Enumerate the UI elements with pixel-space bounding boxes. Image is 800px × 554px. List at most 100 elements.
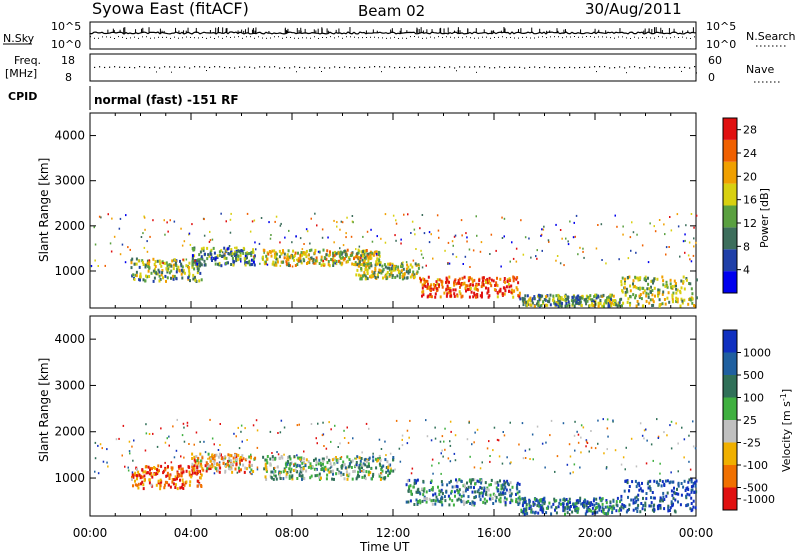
freq-dot — [329, 67, 331, 69]
freq-dot — [299, 66, 301, 69]
colorbar-segment — [723, 227, 737, 250]
y-tick-label: 1000 — [54, 471, 85, 485]
echo-cell — [365, 267, 367, 271]
echo-cell — [671, 285, 674, 288]
nsearch-dot — [406, 37, 407, 39]
echo-dot — [229, 218, 232, 221]
echo-cell — [134, 273, 137, 277]
echo-cell — [363, 271, 366, 275]
echo-cell — [422, 293, 425, 297]
echo-cell — [131, 473, 134, 477]
echo-cell — [634, 501, 637, 505]
nsearch-dot — [94, 37, 95, 39]
echo-cell — [560, 297, 563, 301]
echo-cell — [382, 464, 385, 468]
freq-dot — [179, 66, 181, 68]
echo-cell — [438, 283, 441, 287]
echo-dot — [211, 437, 214, 440]
echo-cell — [541, 294, 544, 298]
echo-dot — [351, 215, 354, 217]
echo-dot — [605, 467, 608, 470]
echo-cell — [511, 485, 514, 489]
echo-cell — [269, 457, 272, 461]
echo-cell — [611, 293, 613, 297]
echo-cell — [145, 274, 147, 278]
echo-dot — [280, 222, 282, 225]
echo-cell — [205, 461, 208, 465]
echo-cell — [677, 481, 680, 485]
nsky-tick-bottom: 10^0 — [51, 38, 81, 51]
echo-cell — [510, 284, 513, 288]
echo-dot — [162, 262, 164, 265]
echo-cell — [206, 465, 209, 469]
echo-cell — [181, 478, 184, 482]
echo-dot — [345, 236, 347, 239]
echo-cell — [423, 495, 426, 499]
echo-cell — [667, 506, 670, 510]
echo-cell — [574, 502, 577, 506]
echo-cell — [572, 502, 575, 506]
echo-cell — [651, 289, 654, 292]
colorbar-frame — [722, 117, 738, 294]
echo-cell — [561, 301, 563, 305]
echo-cell — [614, 299, 616, 302]
echo-dot — [449, 444, 452, 447]
echo-cell — [141, 259, 144, 263]
echo-cell — [545, 506, 548, 510]
echo-dot — [588, 450, 590, 453]
echo-dot — [574, 420, 576, 423]
echo-cell — [619, 500, 621, 504]
echo-dot — [221, 251, 224, 254]
echo-cell — [372, 253, 375, 257]
echo-cell — [606, 297, 608, 300]
echo-cell — [194, 262, 197, 266]
echo-dot — [565, 237, 567, 240]
echo-cell — [130, 477, 133, 481]
echo-cell — [524, 507, 527, 511]
echo-cell — [694, 506, 697, 510]
echo-dot — [235, 435, 237, 438]
echo-cell — [355, 477, 358, 481]
echo-dot — [380, 237, 382, 240]
echo-cell — [192, 468, 195, 472]
echo-cell — [632, 508, 635, 512]
echo-dot — [580, 424, 583, 427]
echo-dot — [203, 234, 206, 237]
echo-cell — [425, 490, 428, 494]
echo-cell — [272, 477, 275, 481]
echo-cell — [196, 459, 199, 463]
echo-cell — [417, 266, 420, 270]
echo-cell — [137, 470, 140, 474]
echo-cell — [559, 300, 562, 304]
echo-cell — [351, 459, 354, 463]
echo-dot — [421, 214, 424, 216]
echo-cell — [407, 271, 410, 275]
freq-dot — [679, 66, 681, 68]
echo-cell — [478, 480, 481, 484]
echo-cell — [386, 270, 389, 274]
echo-cell — [191, 462, 194, 466]
echo-cell — [185, 480, 188, 484]
echo-cell — [358, 256, 361, 260]
echo-cell — [316, 259, 319, 263]
echo-cell — [325, 477, 328, 481]
echo-cell — [424, 279, 427, 283]
echo-cell — [366, 272, 369, 275]
echo-cell — [473, 496, 476, 500]
echo-cell — [180, 264, 183, 268]
echo-cell — [434, 292, 437, 296]
echo-cell — [144, 265, 147, 269]
echo-cell — [132, 484, 134, 488]
echo-cell — [473, 287, 476, 291]
echo-cell — [381, 264, 384, 268]
nsearch-dot — [310, 37, 311, 39]
echo-cell — [470, 277, 473, 281]
nsearch-tick-bottom: 10^0 — [706, 38, 736, 51]
freq-dot — [304, 67, 306, 69]
echo-cell — [265, 468, 268, 472]
echo-dot — [246, 439, 248, 441]
freq-dot — [459, 66, 461, 68]
echo-dot — [360, 256, 362, 259]
echo-cell — [658, 298, 661, 302]
echo-dot — [500, 265, 502, 268]
